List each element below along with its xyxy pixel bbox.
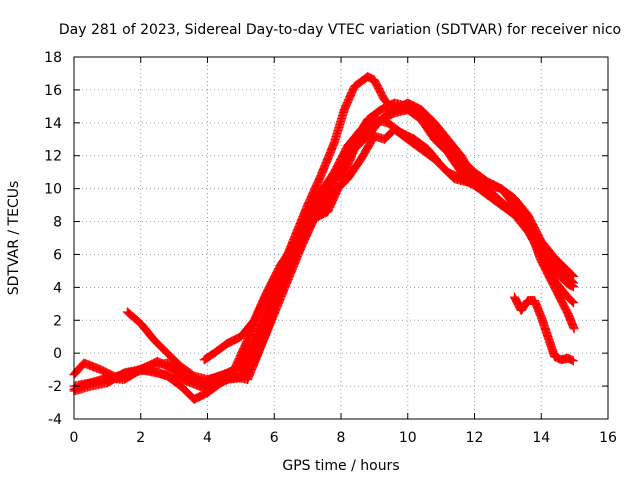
y-tick-label: 18 — [44, 50, 62, 66]
y-tick-label: 0 — [53, 346, 62, 362]
y-tick-label: 14 — [44, 116, 62, 132]
y-tick-label: 16 — [44, 83, 62, 99]
y-tick-label: 8 — [53, 215, 62, 231]
series-2-markers — [69, 98, 579, 391]
y-tick-label: 10 — [44, 182, 62, 198]
series-7-markers — [509, 292, 578, 366]
x-tick-label: 12 — [466, 430, 484, 446]
y-tick-label: -4 — [48, 412, 62, 428]
series-1-markers — [69, 72, 578, 388]
x-tick-label: 6 — [270, 430, 279, 446]
series-6-markers — [199, 114, 579, 365]
y-tick-label: 4 — [53, 280, 62, 296]
y-axis-label: SDTVAR / TECUs — [6, 181, 22, 296]
x-tick-label: 10 — [399, 430, 417, 446]
y-tick-label: -2 — [48, 379, 62, 395]
y-tick-label: 6 — [53, 247, 62, 263]
x-tick-label: 4 — [203, 430, 212, 446]
x-tick-label: 16 — [599, 430, 617, 446]
x-tick-label: 8 — [337, 430, 346, 446]
y-tick-label: 2 — [53, 313, 62, 329]
series-4-markers — [69, 98, 579, 404]
x-axis: 0 2 4 6 8 10 12 14 16 — [70, 57, 617, 446]
y-axis: -4 -2 0 2 4 6 8 10 12 14 16 18 — [44, 50, 608, 428]
series-group — [69, 72, 579, 404]
x-axis-label: GPS time / hours — [282, 458, 399, 474]
x-tick-label: 2 — [136, 430, 145, 446]
y-tick-label: 12 — [44, 149, 62, 165]
x-tick-label: 14 — [532, 430, 550, 446]
x-tick-label: 0 — [70, 430, 79, 446]
chart-title: Day 281 of 2023, Sidereal Day-to-day VTE… — [59, 22, 621, 38]
